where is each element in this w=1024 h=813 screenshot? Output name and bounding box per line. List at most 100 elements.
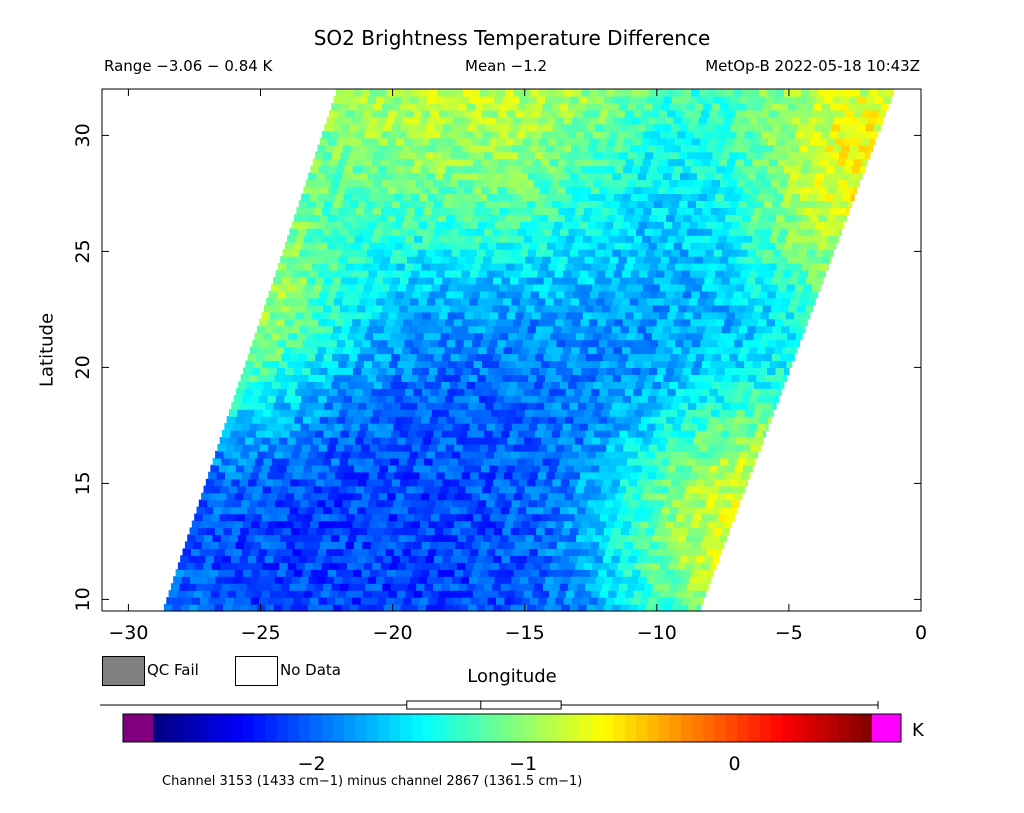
heatmap-cell	[201, 492, 211, 501]
heatmap-cell	[688, 576, 698, 584]
heatmap-cell	[539, 492, 549, 501]
heatmap-cell	[310, 367, 320, 375]
heatmap-cell	[323, 353, 333, 362]
heatmap-cell	[684, 235, 694, 243]
heatmap-cell	[316, 297, 326, 306]
heatmap-cell	[377, 270, 387, 278]
heatmap-cell	[749, 116, 759, 125]
heatmap-cell	[399, 353, 409, 362]
heatmap-cell	[609, 256, 619, 264]
heatmap-cell	[341, 478, 351, 487]
heatmap-cell	[664, 193, 674, 201]
heatmap-cell	[729, 200, 739, 208]
heatmap-cell	[354, 235, 364, 243]
heatmap-cell	[706, 548, 716, 556]
heatmap-cell	[527, 123, 537, 132]
heatmap-cell	[479, 290, 489, 299]
heatmap-cell	[474, 457, 484, 466]
heatmap-cell	[625, 437, 635, 445]
heatmap-cell	[376, 221, 386, 229]
heatmap-cell	[786, 360, 793, 368]
heatmap-cell	[188, 555, 198, 563]
heatmap-cell	[277, 541, 287, 549]
heatmap-cell	[407, 381, 417, 389]
heatmap-cell	[256, 478, 266, 487]
heatmap-cell	[301, 444, 311, 452]
heatmap-cell	[735, 437, 745, 445]
heatmap-cell	[516, 130, 526, 139]
heatmap-cell	[368, 395, 378, 403]
heatmap-cell	[385, 270, 395, 278]
heatmap-cell	[477, 172, 487, 181]
heatmap-cell	[787, 102, 797, 111]
heatmap-cell	[682, 367, 692, 375]
heatmap-cell	[530, 242, 540, 250]
heatmap-cell	[363, 562, 373, 570]
heatmap-cell	[529, 395, 539, 403]
heatmap-cell	[359, 297, 369, 306]
heatmap-cell	[595, 450, 605, 459]
heatmap-cell	[327, 444, 337, 452]
heatmap-cell	[201, 541, 211, 549]
heatmap-cell	[494, 374, 504, 382]
heatmap-cell	[587, 172, 597, 181]
heatmap-cell	[243, 367, 253, 375]
heatmap-cell	[757, 144, 767, 153]
heatmap-cell	[309, 193, 319, 201]
heatmap-cell	[783, 242, 793, 250]
heatmap-cell	[700, 339, 710, 348]
heatmap-cell	[666, 339, 676, 348]
heatmap-cell	[477, 499, 487, 508]
heatmap-cell	[511, 499, 521, 508]
heatmap-cell	[476, 123, 486, 132]
heatmap-cell	[566, 562, 576, 570]
heatmap-cell	[643, 534, 653, 542]
heatmap-cell	[562, 221, 572, 229]
heatmap-cell	[509, 151, 519, 160]
heatmap-cell	[693, 437, 703, 445]
heatmap-cell	[683, 186, 693, 194]
heatmap-cell	[530, 444, 540, 452]
heatmap-cell	[712, 228, 722, 236]
heatmap-cell	[748, 346, 758, 355]
heatmap-cell	[466, 256, 476, 264]
heatmap-cell	[746, 151, 756, 160]
heatmap-cell	[627, 381, 637, 389]
heatmap-cell	[594, 123, 604, 132]
colorbar-segment	[197, 714, 210, 742]
heatmap-cell	[630, 548, 640, 556]
heatmap-cell	[630, 193, 640, 201]
heatmap-cell	[672, 144, 682, 153]
heatmap-cell	[482, 283, 492, 292]
heatmap-cell	[653, 151, 663, 160]
heatmap-cell	[380, 360, 390, 368]
heatmap-cell	[325, 450, 335, 459]
heatmap-cell	[342, 96, 352, 104]
heatmap-cell	[489, 311, 499, 320]
heatmap-cell	[415, 332, 425, 341]
heatmap-cell	[522, 137, 532, 146]
heatmap-cell	[370, 137, 380, 146]
heatmap-cell	[770, 381, 780, 389]
heatmap-cell	[678, 430, 688, 438]
heatmap-cell	[350, 172, 360, 181]
heatmap-cell	[584, 534, 594, 542]
heatmap-cell	[266, 297, 276, 306]
heatmap-cell	[370, 492, 380, 501]
colorbar-under-swatch	[123, 714, 153, 742]
heatmap-cell	[631, 89, 641, 97]
heatmap-cell	[594, 151, 604, 160]
heatmap-cell	[357, 276, 367, 285]
heatmap-cell	[636, 276, 646, 285]
heatmap-cell	[635, 102, 645, 111]
heatmap-cell	[542, 332, 552, 341]
heatmap-cell	[421, 416, 431, 424]
heatmap-cell	[344, 367, 354, 375]
heatmap-cell	[453, 395, 463, 403]
heatmap-cell	[475, 228, 485, 236]
heatmap-cell	[728, 179, 738, 188]
heatmap-cell	[515, 360, 525, 368]
heatmap-cell	[738, 402, 748, 410]
heatmap-cell	[539, 569, 549, 577]
heatmap-cell	[877, 89, 887, 97]
